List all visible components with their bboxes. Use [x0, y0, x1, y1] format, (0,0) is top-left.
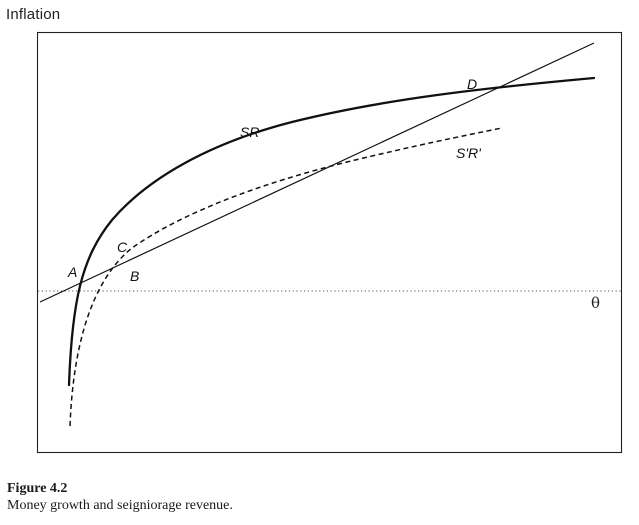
caption-text: Money growth and seigniorage revenue. — [7, 498, 233, 513]
srprime-curve — [69, 127, 503, 427]
figure-caption: Figure 4.2 Money growth and seigniorage … — [7, 480, 627, 514]
sr-curve-label: SR — [240, 124, 259, 140]
point-a-label: A — [67, 264, 77, 280]
straight-line — [39, 42, 595, 303]
y-axis-title: Inflation — [6, 6, 61, 23]
point-d-label: D — [467, 76, 477, 92]
sr-curve — [67, 76, 596, 387]
point-c-label: C — [117, 239, 128, 255]
plot-frame — [36, 31, 623, 454]
srprime-curve-label: S'R' — [456, 145, 482, 161]
caption-title: Figure 4.2 — [7, 481, 68, 496]
x-axis-symbol: θ — [591, 294, 600, 312]
point-b-label: B — [130, 268, 139, 284]
